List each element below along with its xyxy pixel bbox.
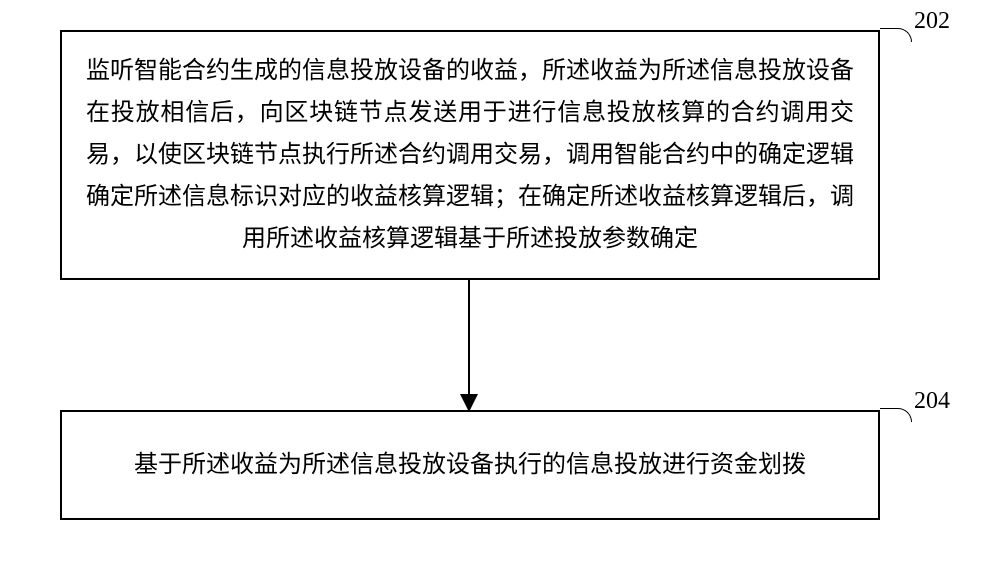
step-2-text: 基于所述收益为所述信息投放设备执行的信息投放进行资金划拨 [134, 444, 806, 486]
step-1-text: 监听智能合约生成的信息投放设备的收益，所述收益为所述信息投放设备在投放相信后，向… [86, 50, 854, 260]
flowchart-step-1: 监听智能合约生成的信息投放设备的收益，所述收益为所述信息投放设备在投放相信后，向… [60, 30, 880, 280]
step-2-label: 204 [914, 388, 950, 415]
flowchart-step-2: 基于所述收益为所述信息投放设备执行的信息投放进行资金划拨 [60, 410, 880, 520]
step-1-label: 202 [914, 8, 950, 35]
label-connector-2 [880, 408, 912, 422]
label-connector-1 [880, 28, 912, 42]
arrow-line [468, 280, 470, 400]
flowchart-container: 监听智能合约生成的信息投放设备的收益，所述收益为所述信息投放设备在投放相信后，向… [0, 0, 1000, 582]
